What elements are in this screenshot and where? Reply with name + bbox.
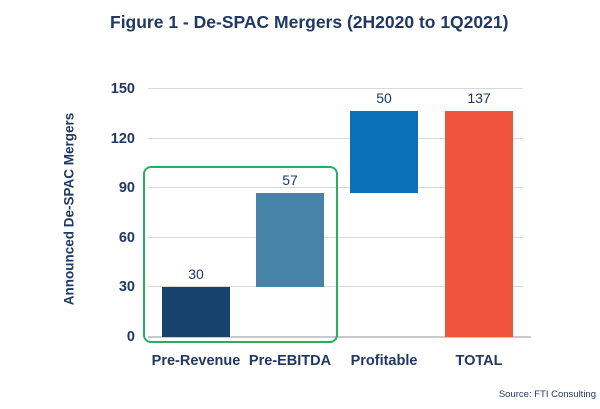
bar-total	[445, 110, 513, 337]
value-label-total: 137	[467, 89, 491, 106]
y-tick-label-60: 60	[118, 229, 135, 246]
highlight-box	[143, 166, 338, 343]
source-note: Source: FTI Consulting	[498, 389, 596, 400]
bar-pre-ebitda	[256, 193, 324, 288]
x-axis-label-total: TOTAL	[455, 353, 503, 369]
value-label-profitable: 50	[376, 89, 392, 106]
x-axis-label-profitable: Profitable	[350, 353, 418, 369]
plot-area: 0 30 60 90 120 150 30 Pre-Revenue 57 Pre-EBITDA 50…	[111, 81, 531, 369]
chart-title: Figure 1 - De-SPAC Mergers (2H2020 to 1Q…	[110, 12, 509, 32]
y-tick-label-120: 120	[110, 130, 135, 147]
gridline-30	[148, 286, 523, 288]
gridline-120	[148, 137, 523, 139]
gridline-60	[148, 236, 523, 238]
gridline-0	[148, 336, 531, 338]
y-tick-label-150: 150	[110, 81, 135, 97]
y-tick-label-30: 30	[118, 279, 135, 296]
bar-pre-revenue	[162, 287, 230, 337]
gridline-150	[148, 88, 523, 89]
gridline-90	[148, 187, 523, 189]
value-label-pre-revenue: 30	[188, 266, 204, 283]
x-axis-label-pre-revenue: Pre-Revenue	[151, 353, 241, 369]
y-axis-title: Announced De-SPAC Mergers	[61, 112, 77, 306]
bar-profitable	[350, 110, 418, 194]
y-tick-label-90: 90	[118, 180, 135, 197]
value-label-pre-ebitda: 57	[282, 172, 298, 189]
x-axis-label-pre-ebitda: Pre-EBITDA	[248, 353, 332, 369]
y-tick-label-0: 0	[126, 329, 135, 345]
